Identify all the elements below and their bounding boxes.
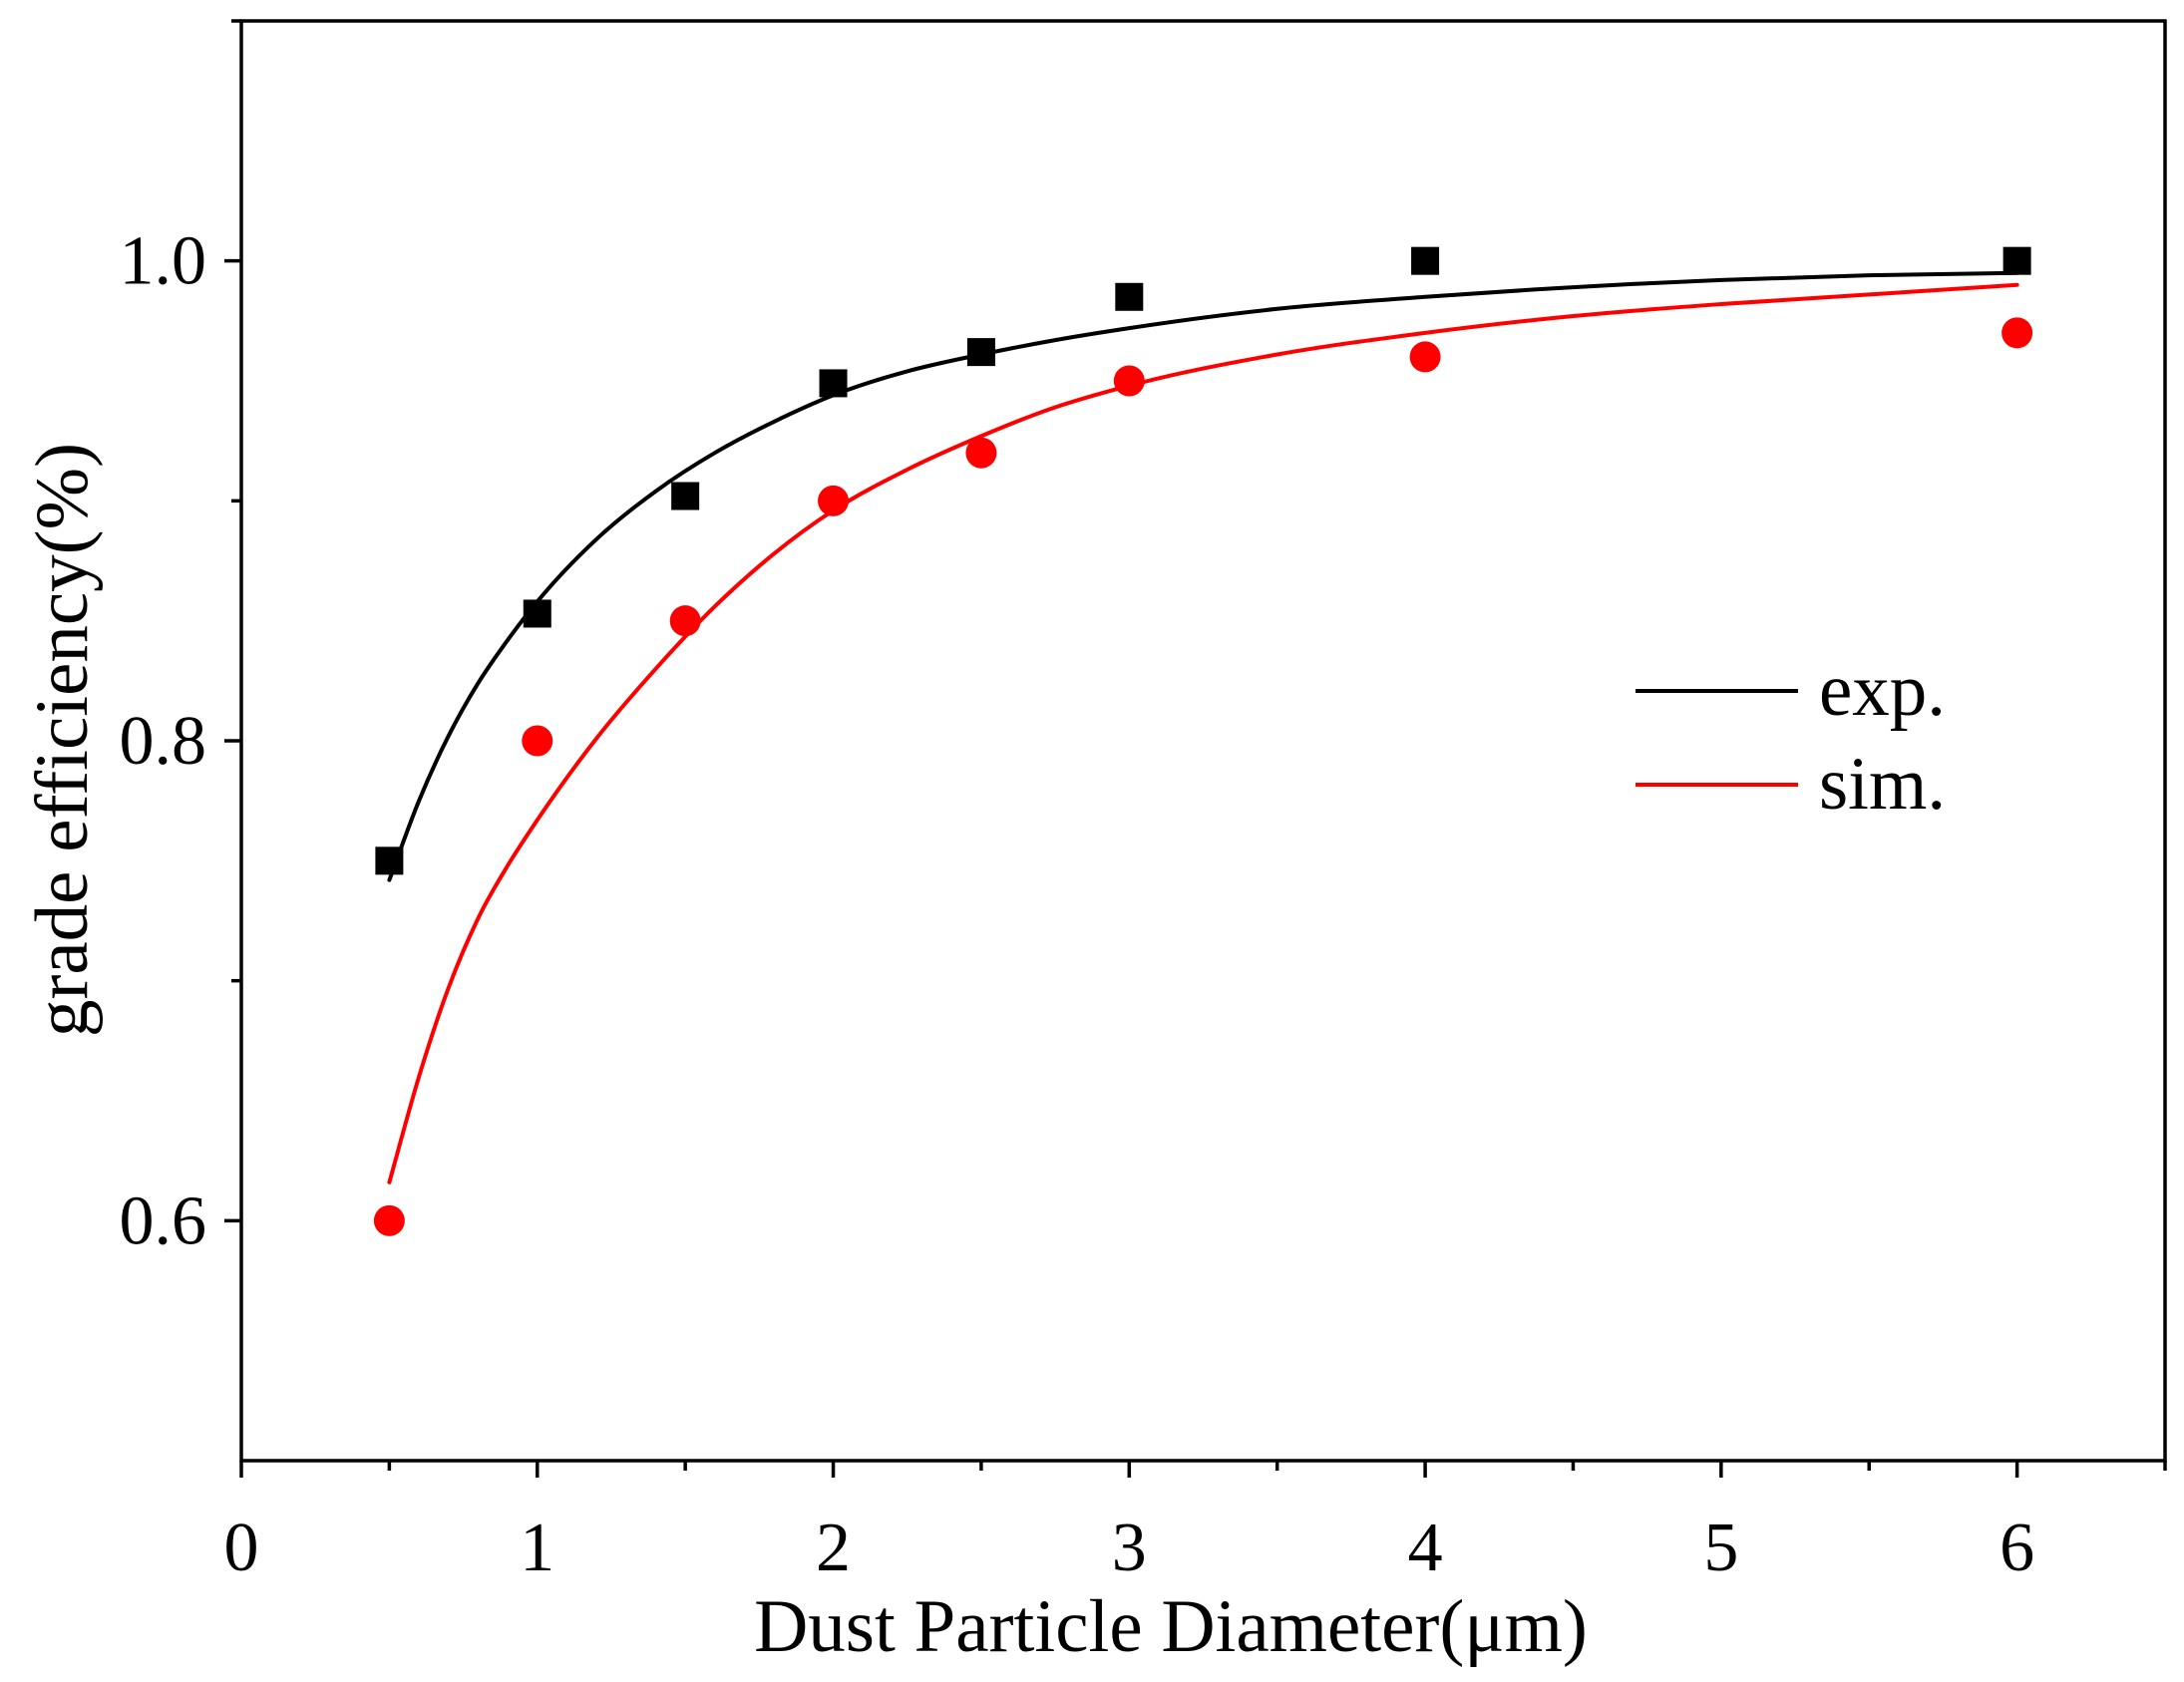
exp-data-point xyxy=(375,846,404,875)
x-axis-tick-labels: 0 1 2 3 4 5 6 xyxy=(224,1510,2035,1586)
x-tick-label: 3 xyxy=(1112,1510,1147,1586)
sim-data-point xyxy=(1113,365,1145,397)
y-axis-tick-labels: 0.6 0.8 1.0 xyxy=(120,223,207,1260)
y-axis-title: grade efficiency(%) xyxy=(21,443,104,1037)
x-tick-label: 5 xyxy=(1703,1510,1738,1586)
plot-frame xyxy=(239,19,2167,1463)
series-layer xyxy=(373,246,2033,1236)
exp-data-point xyxy=(671,482,700,510)
exp-data-point xyxy=(966,338,995,367)
y-tick-label: 0.8 xyxy=(120,703,207,780)
exp-fit-curve xyxy=(387,270,2019,882)
sim-data-point xyxy=(818,485,850,516)
x-tick-label: 2 xyxy=(816,1510,851,1586)
x-tick-label: 1 xyxy=(520,1510,554,1586)
sim-data-point xyxy=(669,605,701,637)
legend: exp. sim. xyxy=(1636,649,1946,826)
exp-data-point xyxy=(2002,246,2031,275)
x-tick-label: 4 xyxy=(1408,1510,1443,1586)
exp-data-point xyxy=(523,599,551,628)
sim-data-point xyxy=(373,1204,405,1236)
y-tick-label: 0.6 xyxy=(120,1182,207,1259)
sim-fit-curve xyxy=(387,282,2019,1184)
legend-exp-label: exp. xyxy=(1819,649,1946,732)
x-axis-title: Dust Particle Diameter(μm) xyxy=(754,1585,1588,1668)
sim-data-point xyxy=(2002,317,2033,349)
legend-sim-label: sim. xyxy=(1819,743,1946,826)
exp-data-point xyxy=(1411,246,1440,275)
sim-data-point xyxy=(965,437,997,469)
exp-data-point xyxy=(1115,282,1144,311)
x-tick-label: 6 xyxy=(2000,1510,2034,1586)
sim-data-point xyxy=(1409,341,1441,373)
exp-data-point xyxy=(819,369,848,398)
sim-data-point xyxy=(522,725,553,757)
x-tick-label: 0 xyxy=(224,1510,259,1586)
y-tick-label: 1.0 xyxy=(120,223,207,300)
